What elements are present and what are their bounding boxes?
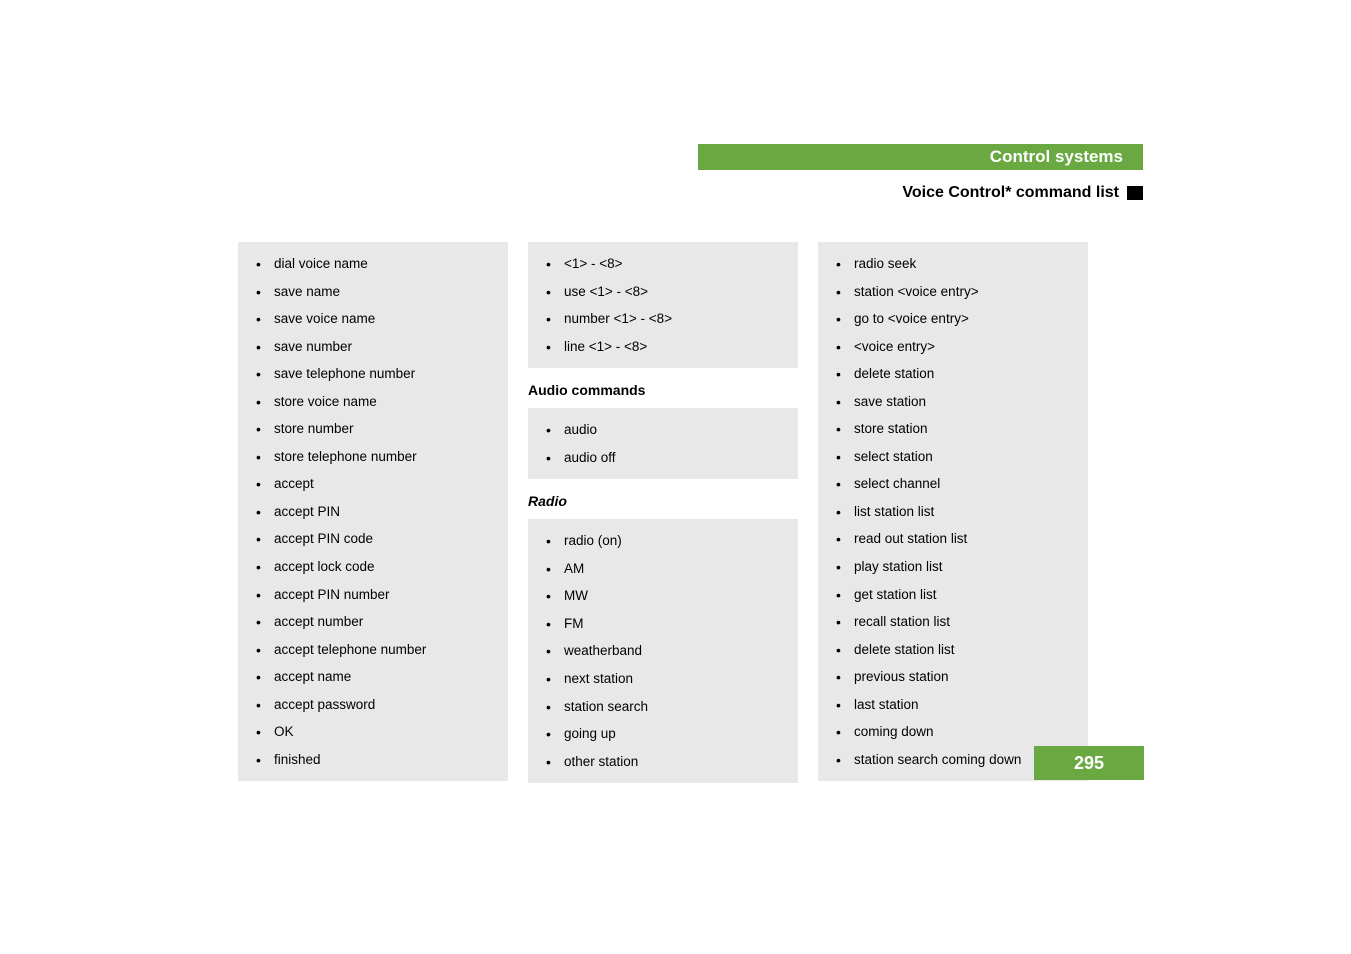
section-title: Control systems: [990, 147, 1123, 167]
command-item: number <1> - <8>: [528, 305, 786, 333]
command-item: OK: [238, 718, 496, 746]
command-item: <voice entry>: [818, 333, 1076, 361]
column-3: radio seekstation <voice entry>go to <vo…: [818, 242, 1088, 783]
command-item: select station: [818, 443, 1076, 471]
command-item: store telephone number: [238, 443, 496, 471]
command-item: audio off: [528, 444, 786, 472]
command-item: store number: [238, 415, 496, 443]
command-item: accept PIN code: [238, 525, 496, 553]
page-subtitle: Voice Control* command list: [902, 184, 1119, 202]
section-heading: Audio commands: [528, 368, 798, 408]
command-item: recall station list: [818, 608, 1076, 636]
command-item: station <voice entry>: [818, 278, 1076, 306]
command-item: store voice name: [238, 388, 496, 416]
subtitle-row: Voice Control* command list: [698, 184, 1143, 202]
command-item: use <1> - <8>: [528, 278, 786, 306]
command-item: audio: [528, 416, 786, 444]
section-subheading: Radio: [528, 479, 798, 519]
command-list: <1> - <8>use <1> - <8>number <1> - <8>li…: [528, 250, 786, 360]
command-item: go to <voice entry>: [818, 305, 1076, 333]
command-item: read out station list: [818, 525, 1076, 553]
command-item: accept PIN number: [238, 581, 496, 609]
edge-tab-marker: [1127, 186, 1143, 200]
command-list: radio (on)AMMWFMweatherbandnext stations…: [528, 527, 786, 775]
command-item: save number: [238, 333, 496, 361]
command-box: <1> - <8>use <1> - <8>number <1> - <8>li…: [528, 242, 798, 368]
command-item: coming down: [818, 718, 1076, 746]
page-number: 295: [1074, 753, 1104, 774]
command-item: accept telephone number: [238, 636, 496, 664]
command-item: <1> - <8>: [528, 250, 786, 278]
command-item: save voice name: [238, 305, 496, 333]
command-list: audioaudio off: [528, 416, 786, 471]
command-item: accept: [238, 470, 496, 498]
command-item: accept PIN: [238, 498, 496, 526]
command-item: save station: [818, 388, 1076, 416]
command-item: delete station list: [818, 636, 1076, 664]
command-item: get station list: [818, 581, 1076, 609]
command-item: station search: [528, 693, 786, 721]
command-item: dial voice name: [238, 250, 496, 278]
command-item: previous station: [818, 663, 1076, 691]
command-item: line <1> - <8>: [528, 333, 786, 361]
command-item: MW: [528, 582, 786, 610]
column-2: <1> - <8>use <1> - <8>number <1> - <8>li…: [528, 242, 798, 783]
command-list: dial voice namesave namesave voice names…: [238, 250, 496, 773]
command-item: save telephone number: [238, 360, 496, 388]
command-box: audioaudio off: [528, 408, 798, 479]
command-item: weatherband: [528, 637, 786, 665]
command-list: radio seekstation <voice entry>go to <vo…: [818, 250, 1076, 773]
command-item: accept password: [238, 691, 496, 719]
command-item: FM: [528, 610, 786, 638]
content-columns: dial voice namesave namesave voice names…: [238, 242, 1108, 783]
command-item: finished: [238, 746, 496, 774]
command-item: going up: [528, 720, 786, 748]
command-item: other station: [528, 748, 786, 776]
command-item: accept name: [238, 663, 496, 691]
command-item: save name: [238, 278, 496, 306]
command-box: dial voice namesave namesave voice names…: [238, 242, 508, 781]
command-item: next station: [528, 665, 786, 693]
section-header-bar: Control systems: [698, 144, 1143, 170]
command-item: select channel: [818, 470, 1076, 498]
column-1: dial voice namesave namesave voice names…: [238, 242, 508, 783]
command-box: radio seekstation <voice entry>go to <vo…: [818, 242, 1088, 781]
command-item: radio (on): [528, 527, 786, 555]
command-item: last station: [818, 691, 1076, 719]
command-item: accept number: [238, 608, 496, 636]
command-item: accept lock code: [238, 553, 496, 581]
command-box: radio (on)AMMWFMweatherbandnext stations…: [528, 519, 798, 783]
command-item: delete station: [818, 360, 1076, 388]
command-item: play station list: [818, 553, 1076, 581]
command-item: store station: [818, 415, 1076, 443]
page-number-box: 295: [1034, 746, 1144, 780]
command-item: list station list: [818, 498, 1076, 526]
command-item: AM: [528, 555, 786, 583]
command-item: radio seek: [818, 250, 1076, 278]
